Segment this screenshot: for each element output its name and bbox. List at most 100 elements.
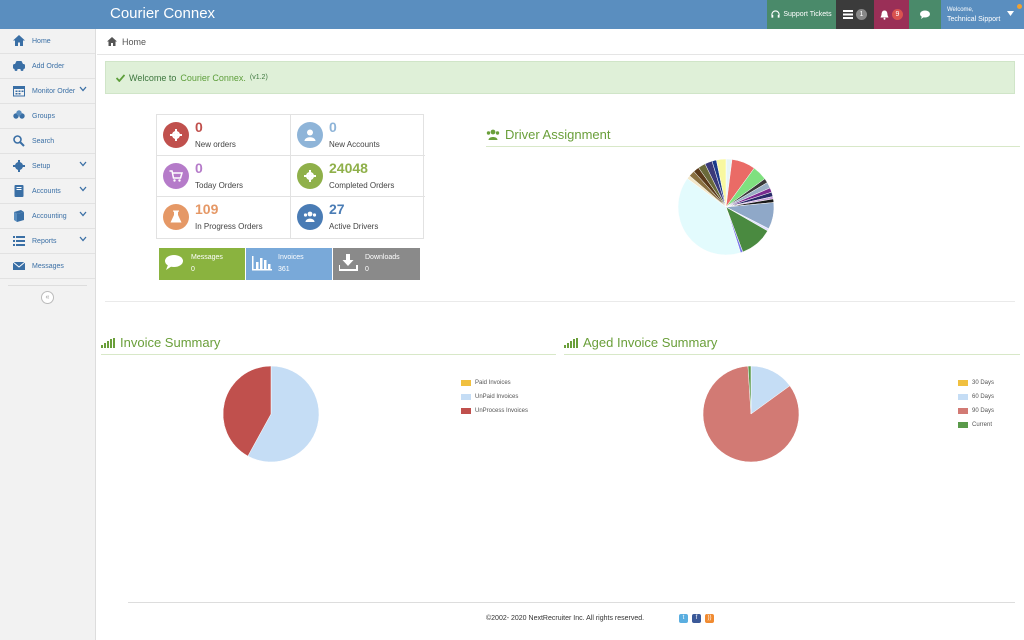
gear-icon (12, 160, 26, 172)
rss-icon[interactable]: )) (705, 614, 714, 623)
signal-bars-icon (564, 337, 578, 348)
stat-value: 0 (329, 119, 337, 135)
user-icon (297, 122, 323, 148)
status-dot (1017, 4, 1022, 9)
stat-label: In Progress Orders (195, 222, 263, 231)
sidebar-item-home[interactable]: Home (0, 29, 95, 54)
invoices-tile[interactable]: Invoices 361 (246, 248, 332, 280)
footer-divider (128, 602, 1015, 603)
tile-value: 361 (278, 266, 290, 273)
messages-tile[interactable]: Messages 0 (159, 248, 245, 280)
alert-version: (v1.2) (249, 74, 268, 81)
invoice-summary-header: Invoice Summary (101, 335, 220, 350)
tile-value: 0 (365, 266, 369, 273)
flask-icon (163, 204, 189, 230)
stat-active-drivers[interactable]: 27 Active Drivers (291, 197, 425, 238)
headset-icon (771, 10, 781, 18)
sidebar-item-label: Reports (32, 237, 57, 245)
ledger-icon (12, 210, 26, 222)
aged-invoice-summary-header: Aged Invoice Summary (564, 335, 717, 350)
bell-icon (880, 10, 889, 20)
legend-label: 60 Days (972, 394, 995, 400)
envelope-icon (12, 260, 26, 272)
notifications-button[interactable]: 9 (874, 0, 909, 29)
chat-button[interactable] (909, 0, 941, 29)
stat-today-orders[interactable]: 0 Today Orders (157, 156, 291, 197)
groups-icon (12, 110, 26, 122)
legend-label: 30 Days (972, 380, 995, 386)
aged-invoice-summary-legend: 30 Days 60 Days 90 Days Current (958, 376, 994, 432)
legend-swatch (958, 422, 968, 428)
tile-label: Invoices (278, 254, 304, 261)
user-info: Welcome, Technical Sipport (947, 6, 1000, 24)
invoice-slice-unprocess-invoices[interactable] (222, 365, 272, 457)
sidebar-item-label: Groups (32, 112, 55, 120)
aged-slice-90-days[interactable] (702, 365, 800, 463)
legend-swatch (958, 394, 968, 400)
list-icon (12, 235, 26, 247)
driver-slice-20[interactable] (716, 158, 727, 208)
username-text: Technical Sipport (947, 15, 1001, 23)
aged-invoice-summary-pie (702, 365, 800, 463)
stat-completed-orders[interactable]: 24048 Completed Orders (291, 156, 425, 197)
stat-label: New orders (195, 140, 236, 149)
sidebar-item-setup[interactable]: Setup (0, 154, 95, 179)
stat-in-progress-orders[interactable]: 109 In Progress Orders (157, 197, 291, 238)
aged-slice-current[interactable] (747, 365, 752, 415)
driver-assignment-header: Driver Assignment (486, 127, 610, 142)
driver-slice-13[interactable] (677, 178, 741, 256)
breadcrumb-home-link[interactable]: Home (122, 36, 147, 47)
legend-item[interactable]: 30 Days (958, 376, 994, 390)
stat-new-accounts[interactable]: 0 New Accounts (291, 115, 425, 156)
sidebar-item-add-order[interactable]: Add Order (0, 54, 95, 79)
twitter-icon[interactable]: t (679, 614, 688, 623)
legend-item[interactable]: 60 Days (958, 390, 994, 404)
aged-invoice-summary-title: Aged Invoice Summary (583, 335, 718, 350)
sidebar-item-accounts[interactable]: Accounts (0, 179, 95, 204)
driver-assignment-title: Driver Assignment (505, 127, 611, 142)
sidebar-item-accounting[interactable]: Accounting (0, 204, 95, 229)
sidebar-item-messages[interactable]: Messages (0, 254, 95, 279)
sidebar-item-label: Home (32, 37, 51, 45)
notifications-badge: 9 (892, 9, 903, 20)
invoice-summary-title: Invoice Summary (120, 335, 221, 350)
driver-assignment-pie (677, 158, 775, 256)
legend-swatch (958, 380, 968, 386)
legend-item[interactable]: Paid Invoices (461, 376, 528, 390)
tasks-button[interactable]: 1 (836, 0, 874, 29)
invoice-slice-unpaid-invoices[interactable] (247, 365, 320, 463)
user-menu[interactable]: Welcome, Technical Sipport (941, 0, 1024, 29)
sidebar-item-groups[interactable]: Groups (0, 104, 95, 129)
sidebar-divider (8, 285, 87, 286)
legend-item[interactable]: UnPaid Invoices (461, 390, 528, 404)
sidebar-item-search[interactable]: Search (0, 129, 95, 154)
top-bar: Courier Connex Support Tickets 1 9 Welco… (0, 0, 1024, 29)
tasks-badge: 1 (856, 9, 867, 20)
stat-new-orders[interactable]: 0 New orders (157, 115, 291, 156)
app-title[interactable]: Courier Connex (110, 5, 216, 22)
legend-label: UnProcess Invoices (475, 408, 529, 414)
sidebar-collapse-button[interactable]: « (41, 291, 54, 304)
sidebar-menu: Home Add Order Monitor Order Groups Search Se… (0, 29, 95, 279)
legend-swatch (958, 408, 968, 414)
facebook-icon[interactable]: f (692, 614, 701, 623)
legend-item[interactable]: 90 Days (958, 404, 994, 418)
chevron-down-icon (79, 186, 87, 194)
legend-item[interactable]: UnProcess Invoices (461, 404, 528, 418)
footer-copyright: ©2002- 2020 NextRecruiter Inc. All right… (486, 615, 645, 622)
tile-value: 0 (191, 266, 195, 273)
tile-text: Invoices 361 (278, 252, 304, 276)
downloads-tile[interactable]: Downloads 0 (333, 248, 420, 280)
book-icon (12, 185, 26, 197)
legend-swatch (461, 380, 471, 386)
gear-icon (163, 122, 189, 148)
sidebar-item-monitor-order[interactable]: Monitor Order (0, 79, 95, 104)
legend-swatch (461, 394, 471, 400)
legend-swatch (461, 408, 471, 414)
car-icon (12, 60, 26, 72)
sidebar-item-reports[interactable]: Reports (0, 229, 95, 254)
legend-item[interactable]: Current (958, 418, 994, 432)
sidebar-item-label: Search (32, 137, 55, 145)
support-tickets-button[interactable]: Support Tickets (767, 0, 836, 29)
breadcrumb: Home (97, 29, 1024, 55)
